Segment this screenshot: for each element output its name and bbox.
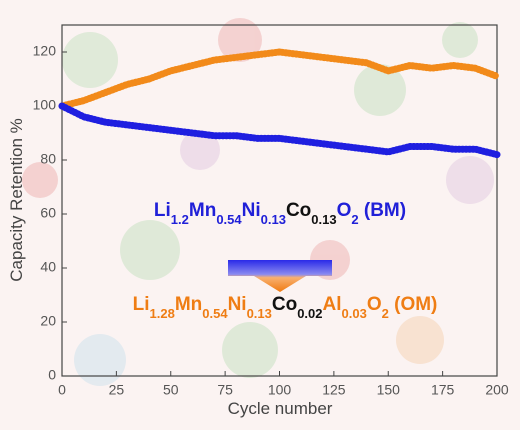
subscript: 0.02 bbox=[297, 306, 322, 321]
x-tick-label: 150 bbox=[377, 382, 401, 398]
x-tick-label: 0 bbox=[58, 382, 66, 398]
formula-part: Mn bbox=[175, 294, 202, 315]
y-tick-label: 80 bbox=[40, 151, 56, 167]
y-tick-label: 20 bbox=[40, 313, 56, 329]
annotation-om: Li1.28Mn0.54Ni0.13Co0.02Al0.03O2 (OM) bbox=[133, 294, 438, 321]
subscript: 0.03 bbox=[342, 306, 367, 321]
arrow bbox=[228, 260, 332, 292]
formula-part: Ni bbox=[242, 200, 261, 221]
subscript: 2 bbox=[351, 212, 358, 227]
x-tick-label: 125 bbox=[322, 382, 346, 398]
formula-part: Ni bbox=[228, 294, 247, 315]
y-tick-label: 40 bbox=[40, 259, 56, 275]
formula-part: O bbox=[337, 200, 352, 221]
y-tick-label: 100 bbox=[33, 97, 57, 113]
y-tick-label: 60 bbox=[40, 205, 56, 221]
series-line-core bbox=[61, 50, 498, 108]
subscript: 0.13 bbox=[247, 306, 272, 321]
subscript: 0.54 bbox=[202, 306, 228, 321]
x-tick-label: 200 bbox=[485, 382, 509, 398]
subscript: 0.13 bbox=[261, 212, 286, 227]
x-axis-title: Cycle number bbox=[228, 399, 333, 418]
x-tick-label: 175 bbox=[431, 382, 455, 398]
subscript: 1.28 bbox=[150, 306, 175, 321]
x-tick-label: 75 bbox=[217, 382, 233, 398]
formula-part: Al bbox=[323, 294, 342, 315]
formula-part: Li bbox=[154, 200, 171, 221]
formula-part: O bbox=[367, 294, 382, 315]
subscript: 0.13 bbox=[311, 212, 336, 227]
formula-part: (BM) bbox=[359, 200, 406, 221]
formula-part: Li bbox=[133, 294, 150, 315]
subscript: 0.54 bbox=[216, 212, 242, 227]
x-tick-label: 100 bbox=[268, 382, 292, 398]
y-tick-label: 0 bbox=[48, 367, 56, 383]
formula-part: (OM) bbox=[389, 294, 438, 315]
y-tick-label: 120 bbox=[33, 43, 57, 59]
series-line-core bbox=[61, 104, 498, 157]
annotation-bm: Li1.2Mn0.54Ni0.13Co0.13O2 (BM) bbox=[154, 200, 406, 227]
x-tick-label: 25 bbox=[109, 382, 125, 398]
subscript: 2 bbox=[382, 306, 389, 321]
x-tick-label: 50 bbox=[163, 382, 179, 398]
subscript: 1.2 bbox=[171, 212, 189, 227]
formula-part: Co bbox=[286, 200, 311, 221]
formula-part: Co bbox=[272, 294, 297, 315]
formula-part: Mn bbox=[189, 200, 216, 221]
y-axis-title: Capacity Retention % bbox=[7, 118, 26, 281]
